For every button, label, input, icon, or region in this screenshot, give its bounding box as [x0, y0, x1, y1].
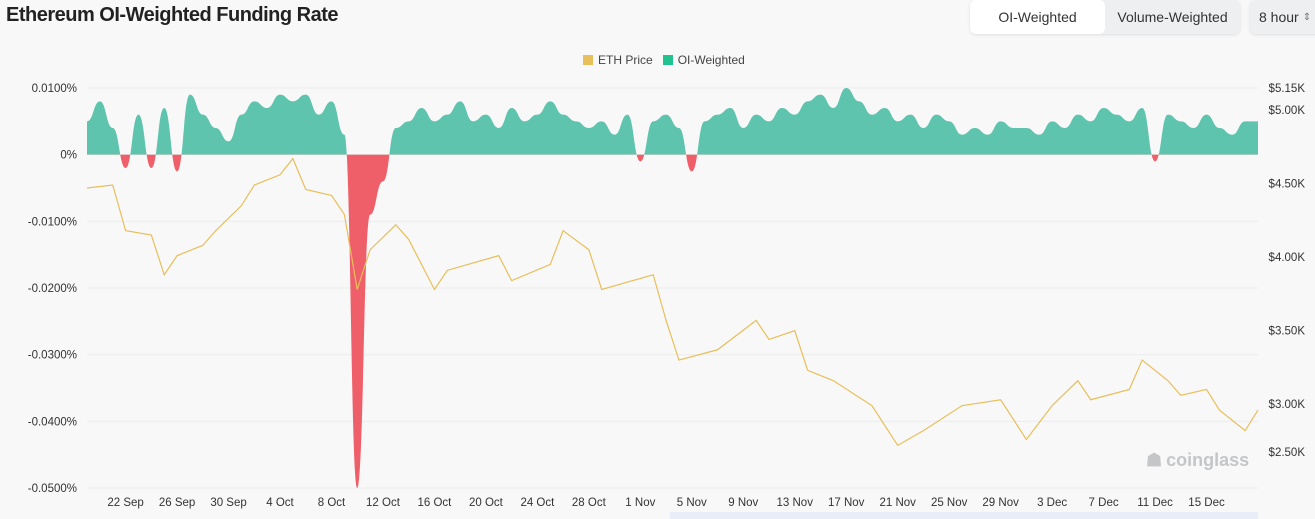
x-axis-tick-label: 29 Nov [982, 497, 1019, 509]
left-axis-tick-label: -0.0500% [28, 483, 77, 495]
x-axis-tick-label: 7 Dec [1089, 497, 1119, 509]
interval-select[interactable]: 8 hour ⇕ [1250, 0, 1315, 34]
left-axis-tick-label: 0.0100% [32, 83, 77, 95]
x-axis-tick-label: 26 Sep [159, 497, 195, 509]
x-axis-tick-label: 13 Nov [777, 497, 814, 509]
chevron-updown-icon: ⇕ [1302, 11, 1312, 23]
x-axis-tick-label: 21 Nov [879, 497, 916, 509]
tab-volume-weighted[interactable]: Volume-Weighted [1117, 9, 1228, 25]
left-axis-tick-label: 0% [60, 150, 77, 162]
tab-oi-weighted[interactable]: OI-Weighted [970, 0, 1105, 34]
x-axis-tick-label: 28 Oct [572, 497, 607, 509]
x-axis-tick-label: 4 Oct [266, 497, 294, 509]
left-axis-tick-label: -0.0100% [28, 216, 77, 228]
x-axis-tick-label: 20 Oct [469, 497, 504, 509]
x-axis-tick-label: 25 Nov [931, 497, 968, 509]
left-axis-tick-label: -0.0200% [28, 283, 77, 295]
range-scrollbar[interactable] [670, 512, 1258, 519]
left-axis-tick-label: -0.0300% [28, 350, 77, 362]
x-axis-tick-label: 17 Nov [828, 497, 865, 509]
funding-positive-area [87, 88, 1258, 155]
x-axis-tick-label: 9 Nov [728, 497, 758, 509]
left-axis-tick-label: -0.0400% [28, 416, 77, 428]
coinglass-watermark: ☗ coinglass [1146, 450, 1250, 470]
x-axis-tick-label: 16 Oct [417, 497, 452, 509]
x-axis-tick-label: 22 Sep [107, 497, 143, 509]
chart-legend: ETH Price OI-Weighted [583, 53, 745, 67]
x-axis-tick-label: 12 Oct [366, 497, 401, 509]
page-title: Ethereum OI-Weighted Funding Rate [6, 4, 339, 26]
x-axis-tick-label: 8 Oct [318, 497, 346, 509]
x-axis-tick-label: 15 Dec [1188, 497, 1225, 509]
right-axis-tick-label: $4.00K [1269, 252, 1306, 264]
right-axis-tick-label: $5.15K [1269, 83, 1306, 95]
x-axis-tick-label: 3 Dec [1037, 497, 1067, 509]
right-axis-tick-label: $3.00K [1269, 399, 1306, 411]
coinglass-logo-icon: ☗ [1146, 450, 1163, 470]
x-axis-tick-label: 11 Dec [1137, 497, 1173, 509]
legend-item-oi-weighted[interactable]: OI-Weighted [662, 53, 745, 67]
right-axis-tick-label: $3.50K [1269, 326, 1306, 338]
weighting-toggle: OI-Weighted Volume-Weighted [970, 0, 1240, 34]
x-axis-tick-label: 30 Sep [210, 497, 246, 509]
x-axis-tick-label: 1 Nov [625, 497, 655, 509]
right-axis-tick-label: $4.50K [1269, 179, 1306, 191]
eth-price-line [86, 157, 1259, 447]
legend-item-eth-price[interactable]: ETH Price [583, 53, 653, 67]
right-axis-tick-label: $2.50K [1269, 447, 1306, 459]
interval-value: 8 hour [1259, 9, 1299, 25]
x-axis-tick-label: 5 Nov [677, 497, 707, 509]
right-axis-tick-label: $5.00K [1269, 105, 1306, 117]
x-axis-tick-label: 24 Oct [520, 497, 555, 509]
